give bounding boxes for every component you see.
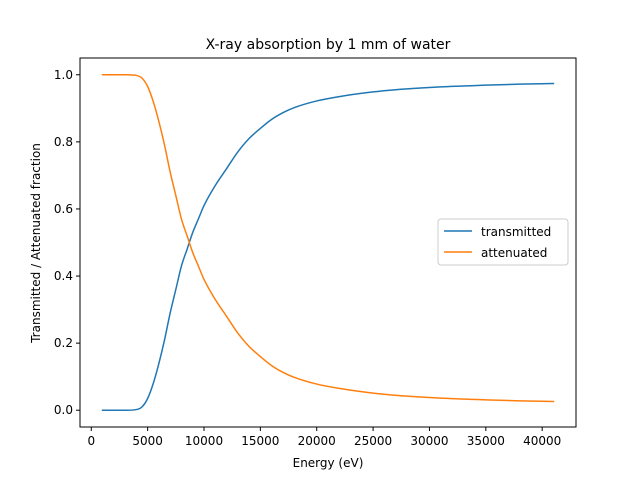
x-axis-label: Energy (eV) bbox=[293, 456, 364, 470]
x-tick-label: 0 bbox=[87, 434, 95, 448]
y-tick-label: 0.0 bbox=[54, 403, 73, 417]
series-line-transmitted bbox=[101, 82, 555, 411]
series-line-attenuated bbox=[101, 74, 555, 403]
y-tick-label: 1.0 bbox=[54, 68, 73, 82]
y-tick-label: 0.4 bbox=[54, 269, 73, 283]
x-tick-label: 5000 bbox=[132, 434, 163, 448]
x-tick-label: 20000 bbox=[298, 434, 336, 448]
legend-label-attenuated: attenuated bbox=[481, 246, 547, 260]
x-axis-ticks: 0 5000 10000 15000 20000 25000 30000 35000 40000 bbox=[87, 427, 561, 448]
legend: transmitted attenuated bbox=[437, 218, 569, 266]
y-tick-label: 0.2 bbox=[54, 336, 73, 350]
x-tick-label: 10000 bbox=[185, 434, 223, 448]
x-tick-label: 15000 bbox=[241, 434, 279, 448]
y-axis-ticks: 0.0 0.2 0.4 0.6 0.8 1.0 bbox=[54, 68, 80, 417]
x-tick-label: 35000 bbox=[467, 434, 505, 448]
x-tick-label: 40000 bbox=[523, 434, 561, 448]
y-axis-label: Transmitted / Attenuated fraction bbox=[29, 143, 43, 344]
chart-title: X-ray absorption by 1 mm of water bbox=[206, 37, 451, 53]
legend-label-transmitted: transmitted bbox=[481, 225, 551, 239]
x-tick-label: 30000 bbox=[410, 434, 448, 448]
plot-area bbox=[101, 74, 555, 411]
x-tick-label: 25000 bbox=[354, 434, 392, 448]
plot-frame bbox=[79, 57, 577, 428]
y-tick-label: 0.6 bbox=[54, 202, 73, 216]
y-tick-label: 0.8 bbox=[54, 135, 73, 149]
